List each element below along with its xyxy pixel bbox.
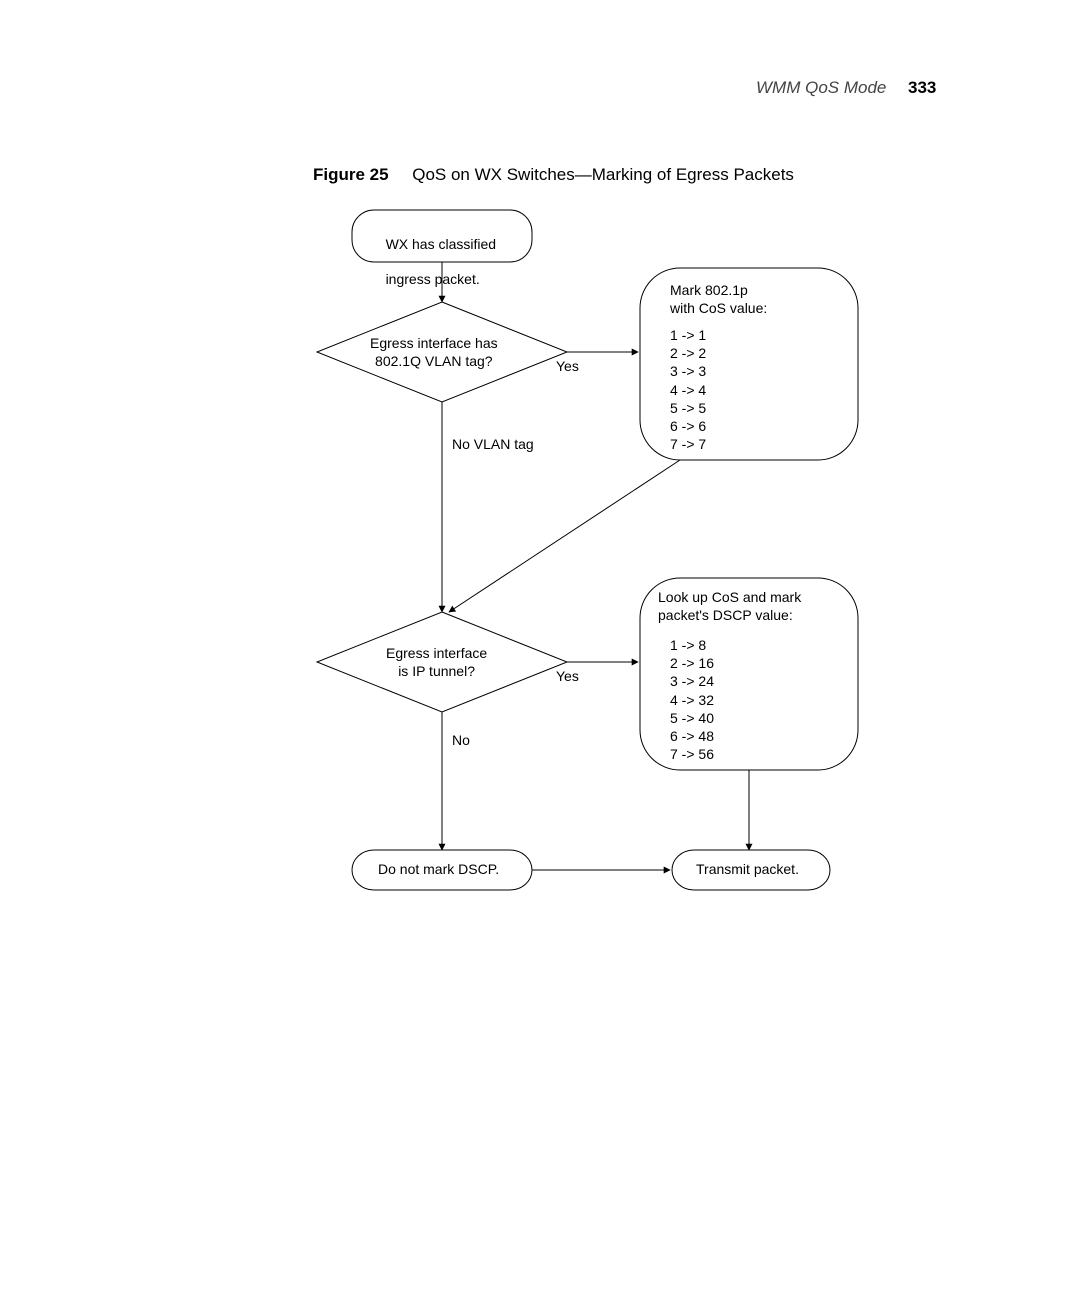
node-mark-8021p-title: Mark 802.1p with CoS value: xyxy=(670,282,767,317)
node-start-text: WX has classified ingress packet. xyxy=(370,218,496,306)
label-vlan-no: No VLAN tag xyxy=(452,436,534,454)
label-tunnel-no: No xyxy=(452,732,470,750)
label-vlan-yes: Yes xyxy=(556,358,579,376)
node-transmit-text: Transmit packet. xyxy=(696,861,799,879)
node-decision-vlan-text: Egress interface has 802.1Q VLAN tag? xyxy=(370,335,498,370)
node-no-dscp-text: Do not mark DSCP. xyxy=(378,861,499,879)
node-decision-tunnel-text: Egress interface is IP tunnel? xyxy=(386,645,487,680)
edge-8021p-to-tunnel xyxy=(449,460,680,612)
node-mark-dscp-title: Look up CoS and mark packet's DSCP value… xyxy=(658,589,801,624)
label-tunnel-yes: Yes xyxy=(556,668,579,686)
flowchart-canvas xyxy=(0,0,1080,1296)
page: WMM QoS Mode 333 Figure 25 QoS on WX Swi… xyxy=(0,0,1080,1296)
node-mark-8021p-map: 1 -> 1 2 -> 2 3 -> 3 4 -> 4 5 -> 5 6 -> … xyxy=(670,326,706,453)
node-mark-dscp-map: 1 -> 8 2 -> 16 3 -> 24 4 -> 32 5 -> 40 6… xyxy=(670,636,714,763)
